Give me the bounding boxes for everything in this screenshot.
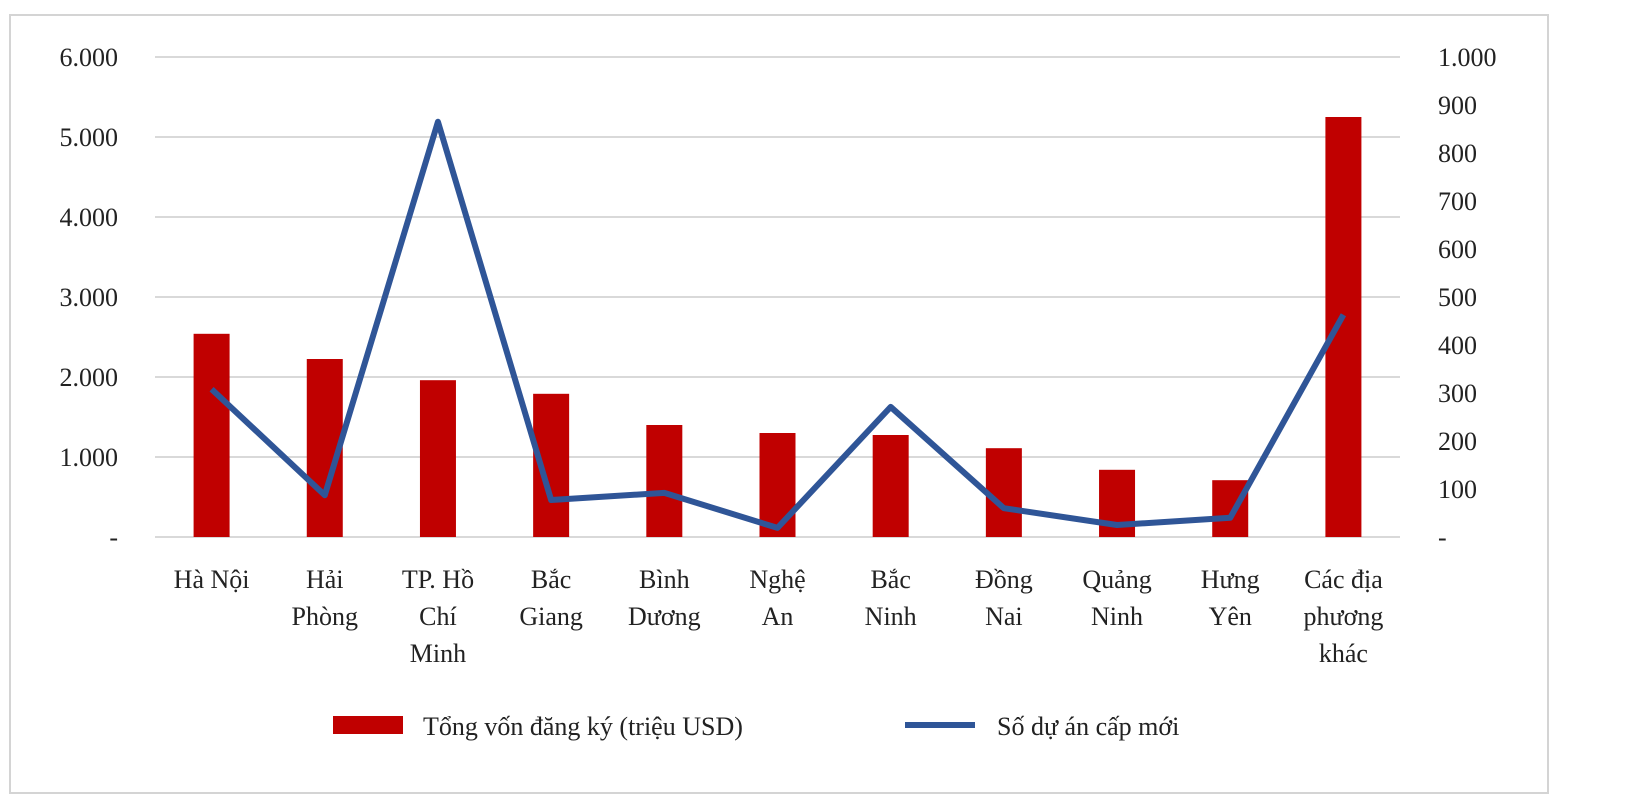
category-label: An [762,602,794,631]
category-label: Ninh [1091,602,1143,631]
bar [872,435,909,537]
bar [1212,480,1249,537]
left-tick-label: - [109,523,118,552]
right-tick-label: 700 [1438,187,1477,216]
bar [646,425,683,537]
category-label: khác [1319,639,1368,668]
left-tick-label: 3.000 [60,283,119,312]
category-label: Nai [985,602,1023,631]
left-tick-label: 5.000 [60,123,119,152]
right-tick-label: 400 [1438,331,1477,360]
bar [193,333,230,537]
category-label: Phòng [292,602,358,631]
category-label: Bắc [531,565,571,594]
right-tick-label: 800 [1438,139,1477,168]
right-tick-label: 600 [1438,235,1477,264]
legend-bar-label: Tổng vốn đăng ký (triệu USD) [423,712,743,741]
category-label: Các địa [1304,565,1383,594]
left-tick-label: 4.000 [60,203,119,232]
right-tick-label: 1.000 [1438,43,1497,72]
category-label: phương [1303,602,1383,631]
bar [759,433,796,537]
right-tick-label: 900 [1438,91,1477,120]
bar [419,380,456,537]
category-label: Dương [628,602,701,631]
legend-bar-swatch [333,716,403,734]
right-tick-label: - [1438,523,1447,552]
bar [985,448,1022,537]
category-label: Bình [639,565,690,594]
category-label: Đồng [975,565,1033,594]
left-tick-label: 2.000 [60,363,119,392]
category-label: Hải [306,565,344,594]
category-label: Quảng [1082,565,1151,594]
right-tick-label: 100 [1438,475,1477,504]
right-tick-label: 300 [1438,379,1477,408]
category-label: Minh [410,639,466,668]
right-tick-label: 200 [1438,427,1477,456]
category-label: Ninh [865,602,917,631]
category-label: Bắc [870,565,910,594]
right-tick-label: 500 [1438,283,1477,312]
category-label: Chí [419,602,457,631]
bar [1325,117,1362,537]
category-label: Giang [519,602,583,631]
left-tick-label: 1.000 [60,443,119,472]
left-tick-label: 6.000 [60,43,119,72]
category-label: Yên [1209,602,1252,631]
category-label: TP. Hồ [402,565,474,594]
chart-frame [9,14,1549,794]
category-label: Nghệ [749,565,805,594]
legend-line-label: Số dự án cấp mới [997,712,1179,741]
category-label: Hưng [1201,565,1260,594]
category-label: Hà Nội [174,565,250,594]
